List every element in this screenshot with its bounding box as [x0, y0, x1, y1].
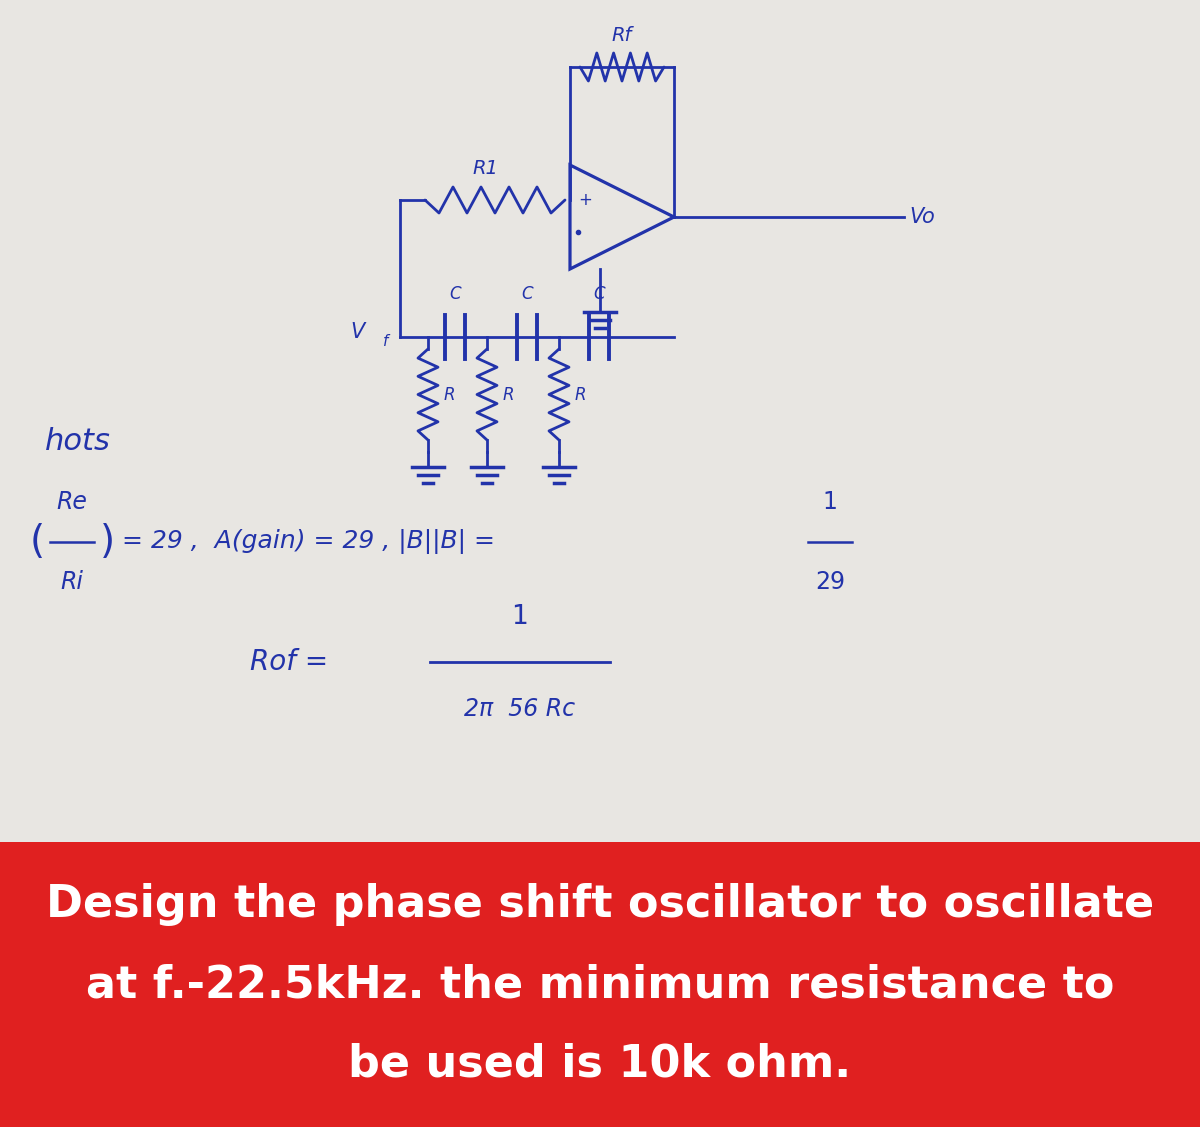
- Text: Design the phase shift oscillator to oscillate: Design the phase shift oscillator to osc…: [46, 884, 1154, 926]
- Text: R: R: [503, 385, 515, 403]
- Text: 2π  56 Rc: 2π 56 Rc: [464, 696, 576, 721]
- Text: R1: R1: [472, 159, 498, 178]
- Text: 1: 1: [822, 490, 838, 514]
- Text: ): ): [100, 523, 115, 561]
- Text: V: V: [350, 322, 365, 341]
- Text: Rof =: Rof =: [250, 648, 328, 676]
- Text: at f.-22.5kHz. the minimum resistance to: at f.-22.5kHz. the minimum resistance to: [86, 962, 1114, 1006]
- Text: R: R: [444, 385, 456, 403]
- Text: f: f: [383, 335, 388, 349]
- Text: C: C: [449, 285, 461, 303]
- Text: C: C: [521, 285, 533, 303]
- Text: Ri: Ri: [60, 570, 84, 594]
- Text: Vo: Vo: [910, 207, 935, 227]
- Bar: [0, 842, 1200, 1127]
- Text: hots: hots: [46, 427, 110, 456]
- Text: C: C: [593, 285, 605, 303]
- Text: +: +: [578, 190, 592, 208]
- Text: 29: 29: [815, 570, 845, 594]
- Text: = 29 ,  A(gain) = 29 , |B||B| =: = 29 , A(gain) = 29 , |B||B| =: [122, 530, 496, 554]
- Text: 1: 1: [511, 604, 528, 630]
- Text: R: R: [575, 385, 587, 403]
- Text: (: (: [30, 523, 46, 561]
- Text: Re: Re: [56, 490, 88, 514]
- Text: be used is 10k ohm.: be used is 10k ohm.: [348, 1042, 852, 1085]
- Text: Rf: Rf: [612, 26, 632, 45]
